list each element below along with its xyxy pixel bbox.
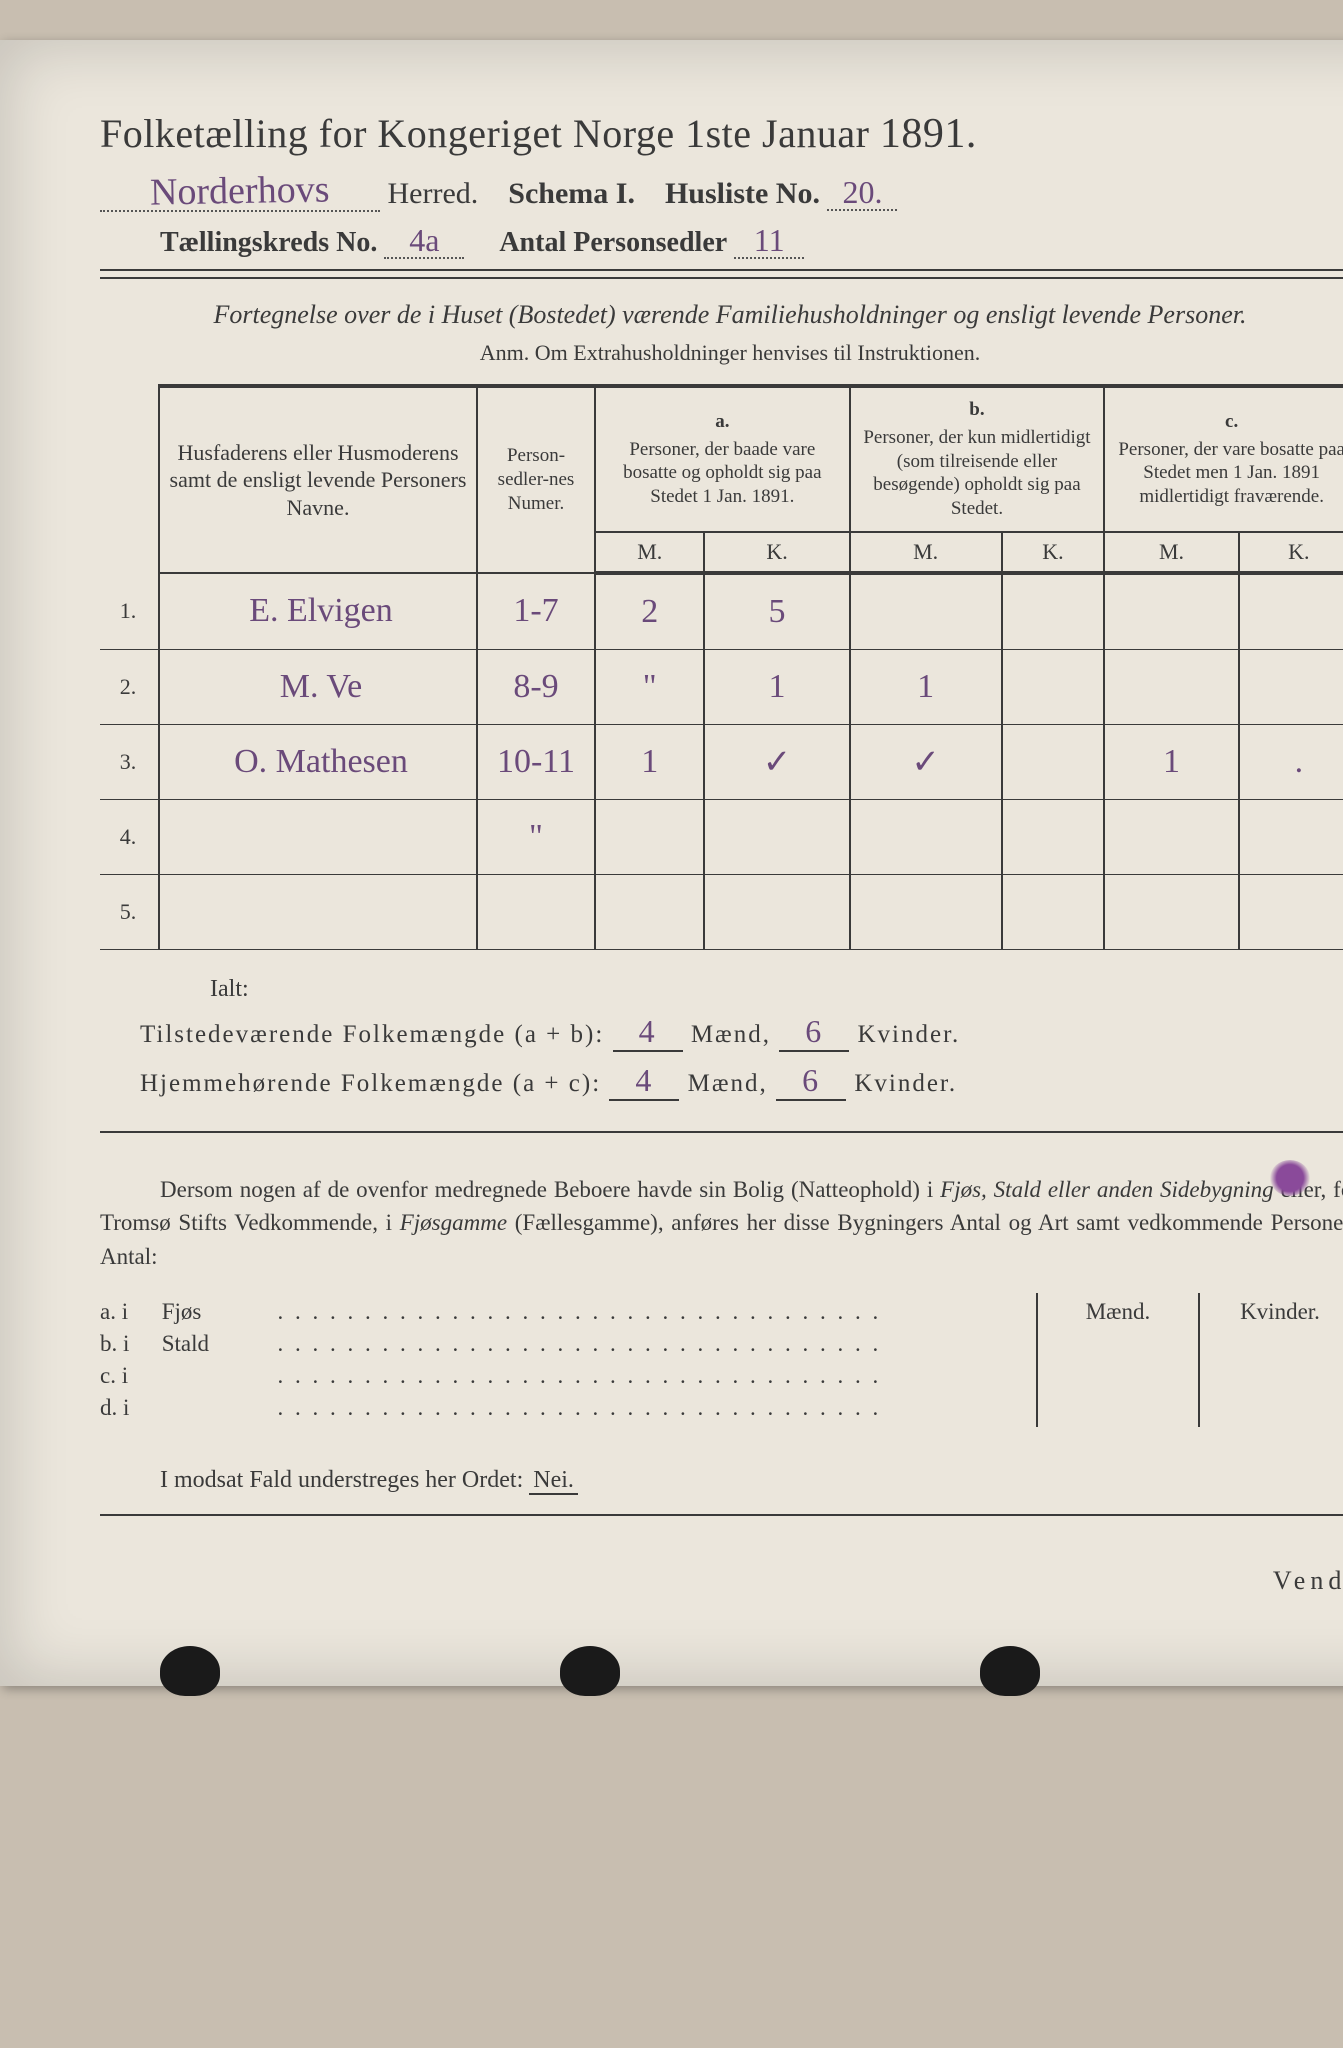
outbuild-row: b. i Stald . . . . . . . . . . . . . . .… [100,1331,1016,1357]
title-prefix: Folketælling for Kongeriget Norge 1ste J… [100,111,869,156]
table-row: 4. " [100,799,1343,874]
hjemme-line: Hjemmehørende Folkemængde (a + c): 4 Mæn… [140,1062,1343,1101]
herred-label: Herred. [388,177,479,210]
ink-blot [1270,1160,1310,1196]
outbuild-row: d. i . . . . . . . . . . . . . . . . . .… [100,1395,1016,1421]
punch-hole-icon [560,1646,620,1696]
table-row: 2. M. Ve 8-9 " 1 1 [100,649,1343,724]
dersom-paragraph: Dersom nogen af de ovenfor medregnede Be… [100,1173,1343,1273]
outbuild-row: c. i . . . . . . . . . . . . . . . . . .… [100,1363,1016,1389]
kreds-label: Tællingskreds No. [160,227,377,258]
vend-label: Vend! [100,1566,1343,1596]
antal-no: 11 [754,222,785,258]
kreds-line: Tællingskreds No. 4a Antal Personsedler … [100,224,1343,259]
schema-label: Schema I. [508,177,635,210]
col-a-m: M. [595,532,704,573]
outbuilding-section: a. i Fjøs . . . . . . . . . . . . . . . … [100,1293,1343,1427]
outbuild-maend-col: Mænd. [1038,1293,1198,1427]
intro-italic: Fortegnelse over de i Huset (Bostedet) v… [100,297,1343,332]
husliste-no: 20. [842,174,882,210]
col-c-head: c. Personer, der vare bosatte paa Stedet… [1104,386,1343,532]
main-title-line: Folketælling for Kongeriget Norge 1ste J… [100,110,1343,158]
herred-line: Norderhovs Herred. Schema I. Husliste No… [100,172,1343,212]
outbuild-kvinder-col: Kvinder. [1198,1293,1343,1427]
name-hw: E. Elvigen [249,592,393,629]
col-c-m: M. [1104,532,1238,573]
table-row: 3. O. Mathesen 10-11 1 ✓ ✓ 1 . [100,724,1343,799]
antal-label: Antal Personsedler [499,227,727,258]
nei-line: I modsat Fald understreges her Ordet: Ne… [160,1467,1343,1494]
col-c-k: K. [1239,532,1343,573]
herred-handwritten: Norderhovs [150,170,330,211]
punch-hole-icon [980,1646,1040,1696]
punch-hole-icon [160,1646,220,1696]
census-form-page: Folketælling for Kongeriget Norge 1ste J… [0,40,1343,1686]
table-row: 5. [100,874,1343,949]
col-a-head: a. Personer, der baade vare bosatte og o… [595,386,850,532]
col-b-m: M. [850,532,1002,573]
intro-anm: Anm. Om Extrahusholdninger henvises til … [100,340,1343,366]
title-year: 1891. [880,111,977,157]
census-table: Husfaderens eller Husmoderens samt de en… [100,384,1343,950]
col-numer-head: Person-sedler-nes Numer. [477,386,595,573]
husliste-label: Husliste No. [665,177,820,210]
tilstede-line: Tilstedeværende Folkemængde (a + b): 4 M… [140,1013,1343,1052]
col-names-head: Husfaderens eller Husmoderens samt de en… [159,386,477,573]
ialt-label: Ialt: [210,976,1343,1003]
col-b-head: b. Personer, der kun midlertidigt (som t… [850,386,1105,532]
table-row: 1. E. Elvigen 1-7 2 5 [100,573,1343,650]
col-b-k: K. [1002,532,1105,573]
outbuild-row: a. i Fjøs . . . . . . . . . . . . . . . … [100,1299,1016,1325]
nei-word: Nei. [529,1467,578,1495]
col-a-k: K. [704,532,849,573]
kreds-no: 4a [409,222,439,258]
